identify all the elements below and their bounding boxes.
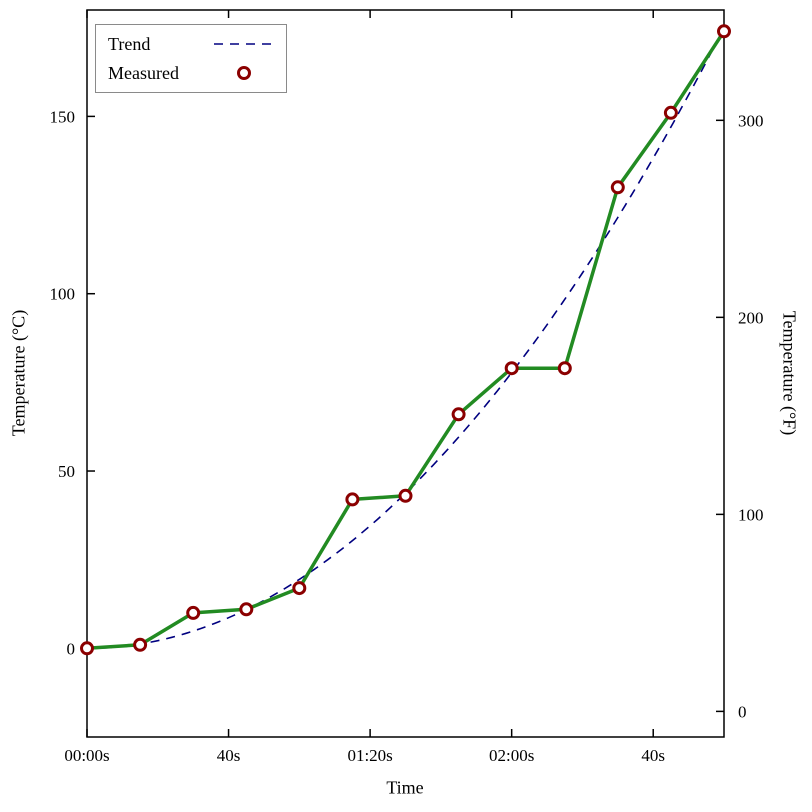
- measured-point: [398, 488, 413, 503]
- y-tick-label-right: 200: [738, 308, 764, 327]
- x-tick-label: 40s: [217, 746, 241, 765]
- y-tick-label-left: 50: [58, 462, 75, 481]
- y-tick-label-left: 0: [67, 639, 76, 658]
- y-axis-title-right: Temperature (°F): [779, 310, 800, 436]
- measured-point: [186, 605, 201, 620]
- measured-circle-marker-icon: [212, 63, 276, 83]
- measured-point: [663, 105, 678, 120]
- measured-point: [504, 361, 519, 376]
- y-tick-label-right: 300: [738, 111, 764, 130]
- measured-point: [717, 24, 731, 39]
- measured-point: [292, 581, 307, 596]
- measured-point: [345, 492, 360, 507]
- trend-line: [87, 27, 725, 650]
- x-tick-label: 40s: [641, 746, 665, 765]
- x-tick-label: 02:00s: [489, 746, 534, 765]
- measured-point: [239, 602, 254, 617]
- legend-label-trend: Trend: [108, 34, 151, 54]
- measured-line: [85, 29, 726, 651]
- measured-sample-marker: [237, 66, 251, 80]
- y-tick-label-right: 0: [738, 702, 747, 721]
- y-tick-label-left: 150: [50, 107, 76, 126]
- y-tick-label-left: 100: [50, 285, 76, 304]
- x-axis-title: Time: [386, 777, 424, 798]
- measured-point: [610, 180, 625, 195]
- y-axis-title-left: Temperature (°C): [8, 309, 29, 437]
- sample-trend-svg: [214, 43, 274, 45]
- measured-point: [80, 641, 94, 656]
- y-tick-label-right: 100: [738, 505, 764, 524]
- legend-item-trend: Trend: [108, 33, 276, 55]
- measured-point: [451, 407, 466, 422]
- x-tick-label: 01:20s: [347, 746, 392, 765]
- x-tick-label: 00:00s: [64, 746, 109, 765]
- sample-measured-svg: [237, 66, 251, 80]
- legend: Trend Measured: [95, 24, 287, 93]
- trend-dashed-line-icon: [212, 34, 276, 54]
- measured-point: [133, 637, 148, 652]
- plot-frame: [86, 9, 725, 738]
- legend-label-measured: Measured: [108, 63, 179, 83]
- measured-point: [557, 361, 572, 376]
- legend-item-measured: Measured: [108, 62, 276, 84]
